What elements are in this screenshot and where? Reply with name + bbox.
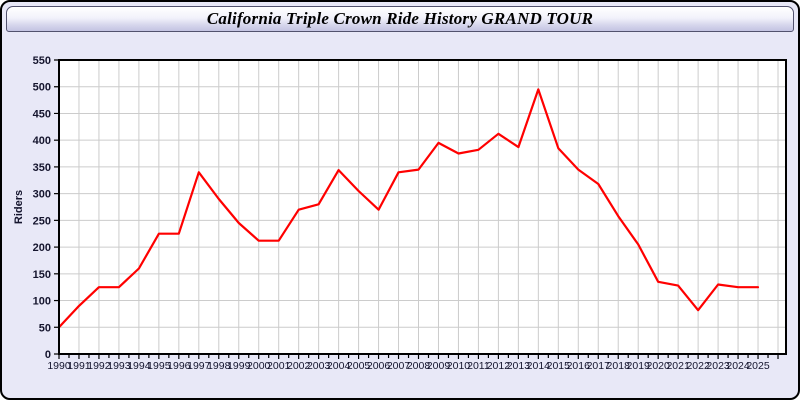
svg-text:2006: 2006 [367,360,391,372]
svg-text:2019: 2019 [627,360,651,372]
svg-text:2010: 2010 [447,360,471,372]
x-axis-labels: 1990199119921993199419951996199719981999… [47,360,770,372]
svg-text:2009: 2009 [427,360,451,372]
svg-text:1997: 1997 [187,360,211,372]
plot-area [59,60,786,354]
svg-text:2002: 2002 [287,360,311,372]
svg-text:2017: 2017 [587,360,611,372]
chart-svg: 0501001502002503003504004505005501990199… [13,55,787,372]
svg-text:2016: 2016 [567,360,591,372]
svg-text:2013: 2013 [507,360,531,372]
svg-text:450: 450 [33,108,51,120]
svg-text:300: 300 [33,189,51,201]
svg-text:2022: 2022 [686,360,710,372]
svg-text:2000: 2000 [247,360,271,372]
svg-text:2007: 2007 [387,360,411,372]
svg-text:1991: 1991 [67,360,91,372]
svg-text:1992: 1992 [87,360,111,372]
svg-text:2008: 2008 [407,360,431,372]
svg-text:1993: 1993 [107,360,131,372]
svg-text:1994: 1994 [127,360,151,372]
svg-text:2011: 2011 [467,360,490,372]
svg-text:2005: 2005 [347,360,371,372]
svg-text:500: 500 [33,82,51,94]
gridlines [59,60,786,354]
svg-text:2021: 2021 [666,360,690,372]
chart-title-bar: California Triple Crown Ride History GRA… [6,6,794,32]
svg-text:2023: 2023 [706,360,730,372]
data-line-riders [57,88,760,329]
svg-text:2012: 2012 [487,360,511,372]
svg-text:2020: 2020 [646,360,670,372]
svg-text:2014: 2014 [527,360,551,372]
svg-text:1998: 1998 [207,360,231,372]
svg-text:1995: 1995 [147,360,171,372]
svg-text:1996: 1996 [167,360,191,372]
svg-text:2015: 2015 [547,360,571,372]
svg-text:400: 400 [33,135,51,147]
svg-text:50: 50 [39,322,51,334]
svg-text:2004: 2004 [327,360,351,372]
svg-text:0: 0 [45,349,51,361]
svg-text:1990: 1990 [47,360,71,372]
svg-text:250: 250 [33,215,51,227]
y-axis-labels: 0 50 100 150 200 250 300 350 400 450 500 550 [33,55,51,361]
svg-text:2001: 2001 [267,360,291,372]
svg-text:550: 550 [33,55,51,67]
svg-text:1999: 1999 [227,360,251,372]
svg-text:150: 150 [33,269,51,281]
svg-text:2003: 2003 [307,360,331,372]
svg-text:2025: 2025 [746,360,770,372]
axis-ticks [54,59,779,359]
svg-text:2018: 2018 [607,360,631,372]
y-axis-title: Riders [13,190,25,224]
svg-text:2024: 2024 [726,360,750,372]
svg-text:200: 200 [33,242,51,254]
plot-border [58,59,787,355]
svg-text:350: 350 [33,162,51,174]
svg-text:100: 100 [33,296,51,308]
chart-title: California Triple Crown Ride History GRA… [206,9,594,28]
